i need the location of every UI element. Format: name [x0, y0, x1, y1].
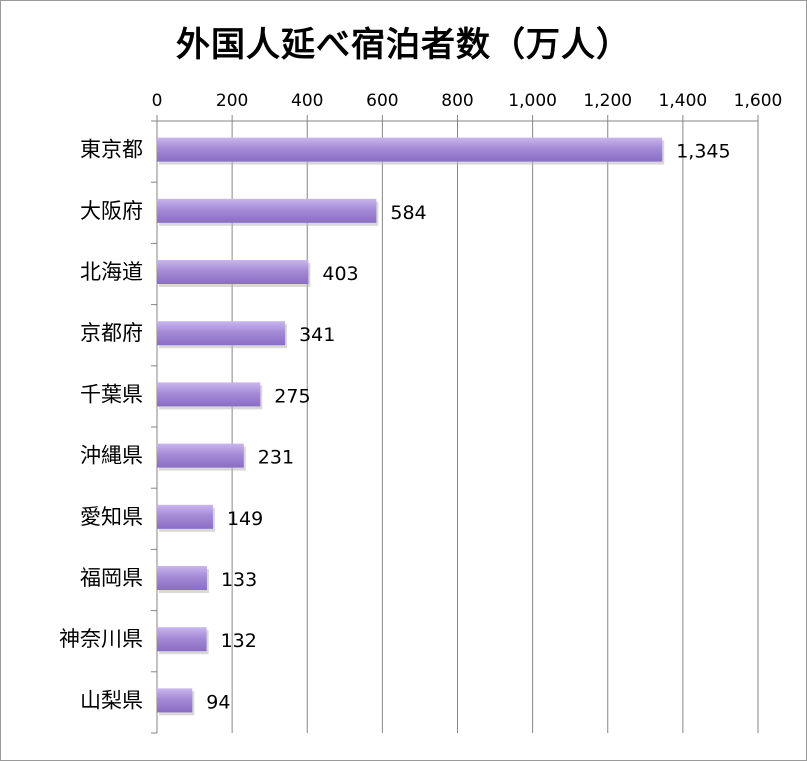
category-label: 山梨県 — [80, 688, 143, 712]
data-label: 341 — [299, 324, 335, 346]
bar — [157, 137, 663, 162]
bar — [157, 688, 193, 713]
x-tick-label: 400 — [291, 91, 323, 111]
bar — [157, 321, 286, 346]
x-tick-label: 1,200 — [583, 91, 632, 111]
data-label: 1,345 — [676, 141, 730, 163]
x-tick-label: 0 — [152, 91, 163, 111]
data-label: 133 — [221, 569, 257, 591]
category-label: 神奈川県 — [59, 627, 143, 651]
x-tick-label: 1,000 — [508, 91, 557, 111]
bar — [157, 382, 261, 407]
bar — [157, 260, 309, 284]
data-label: 149 — [227, 508, 263, 530]
data-label: 231 — [258, 447, 294, 469]
x-tick-label: 200 — [216, 91, 248, 111]
category-label: 愛知県 — [80, 505, 143, 529]
x-tick-label: 1,600 — [734, 91, 783, 111]
data-label: 132 — [221, 630, 257, 652]
bar — [157, 566, 207, 590]
bar — [157, 198, 377, 223]
category-label: 東京都 — [80, 138, 143, 162]
category-label: 千葉県 — [80, 382, 143, 406]
category-label: 沖縄県 — [80, 444, 143, 468]
bar — [157, 627, 207, 652]
chart-title: 外国人延べ宿泊者数（万人） — [176, 25, 631, 65]
bar — [157, 504, 213, 529]
x-tick-label: 600 — [366, 91, 398, 111]
data-label: 584 — [390, 202, 426, 224]
x-tick-label: 800 — [441, 91, 473, 111]
category-label: 北海道 — [80, 260, 143, 284]
x-tick-label: 1,400 — [659, 91, 708, 111]
data-label: 275 — [274, 385, 310, 407]
category-label: 京都府 — [80, 321, 143, 345]
category-label: 福岡県 — [80, 566, 143, 590]
data-label: 403 — [322, 263, 358, 285]
category-label: 大阪府 — [80, 199, 143, 223]
data-label: 94 — [206, 691, 230, 713]
bar — [157, 443, 244, 468]
